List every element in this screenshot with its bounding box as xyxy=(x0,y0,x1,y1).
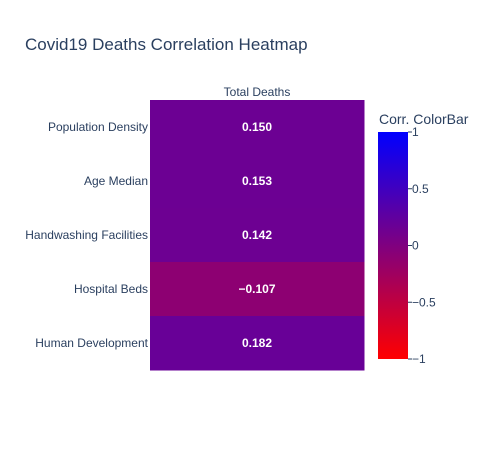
colorbar-tick-label: −1 xyxy=(412,352,426,366)
y-tick-label: Hospital Beds xyxy=(74,282,148,296)
colorbar: Corr. ColorBar 1 0.5 0 −0.5 −1 xyxy=(378,111,469,366)
heatmap-cell xyxy=(150,262,365,317)
heatmap-cell xyxy=(150,316,365,371)
y-axis-ticks: Population Density Age Median Handwashing … xyxy=(25,120,148,350)
colorbar-tick-label: 0.5 xyxy=(412,182,429,196)
y-tick-label: Handwashing Facilities xyxy=(25,228,148,242)
colorbar-tick-label: 0 xyxy=(412,239,419,253)
colorbar-title: Corr. ColorBar xyxy=(379,111,469,127)
cell-value-label: 0.150 xyxy=(242,120,272,134)
heatmap-cell xyxy=(150,154,365,209)
x-tick-label: Total Deaths xyxy=(224,85,291,99)
colorbar-gradient xyxy=(378,132,408,359)
cell-value-label: 0.142 xyxy=(242,228,272,242)
heatmap-cells xyxy=(150,100,365,371)
colorbar-tick-label: 1 xyxy=(412,125,419,139)
y-tick-label: Human Development xyxy=(35,336,148,350)
colorbar-tick-label: −0.5 xyxy=(412,295,436,309)
y-tick-label: Population Density xyxy=(48,120,148,134)
x-axis-ticks: Total Deaths xyxy=(224,85,291,99)
y-tick-label: Age Median xyxy=(84,174,148,188)
heatmap-cell xyxy=(150,100,365,155)
cell-labels: 0.150 0.153 0.142 −0.107 0.182 xyxy=(238,120,275,350)
cell-value-label: 0.153 xyxy=(242,174,272,188)
chart-title: Covid19 Deaths Correlation Heatmap xyxy=(25,35,308,54)
cell-value-label: 0.182 xyxy=(242,336,272,350)
cell-value-label: −0.107 xyxy=(238,282,275,296)
colorbar-ticks: 1 0.5 0 −0.5 −1 xyxy=(408,125,436,366)
heatmap-cell xyxy=(150,208,365,263)
